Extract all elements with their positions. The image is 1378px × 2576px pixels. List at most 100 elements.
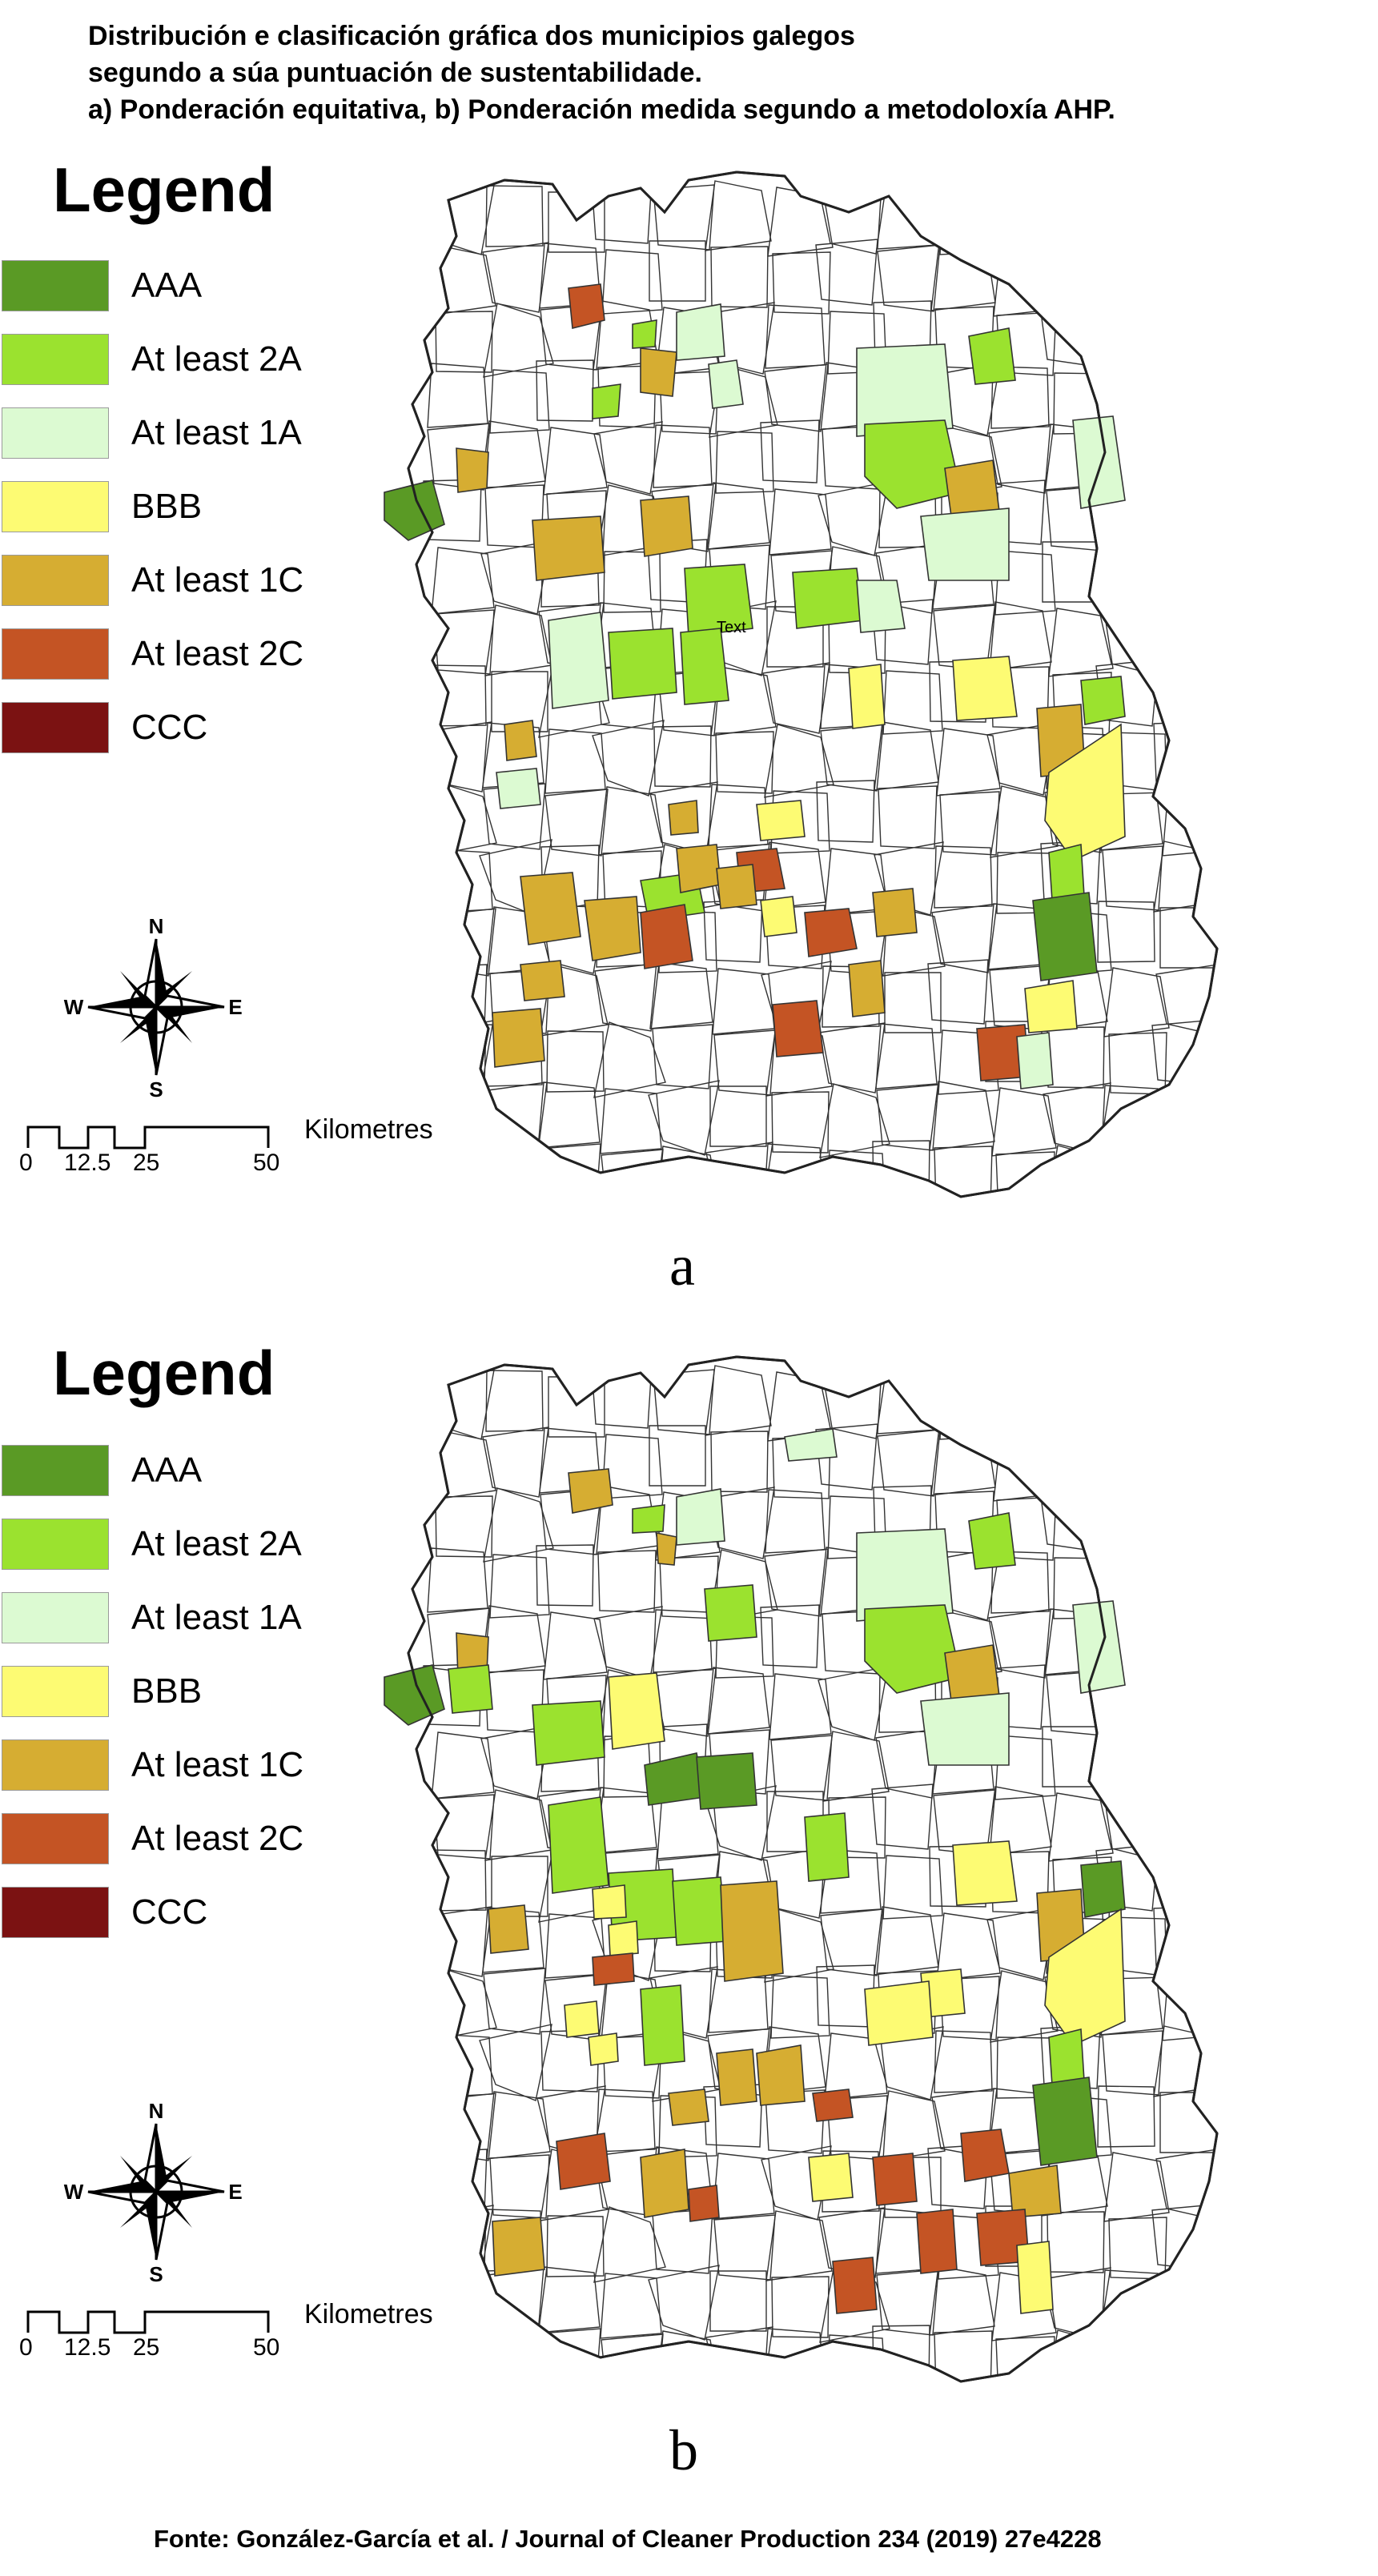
municipality-boundary bbox=[991, 1087, 1057, 1157]
municipality-boundary bbox=[1103, 547, 1162, 609]
municipality-boundary bbox=[491, 671, 548, 732]
municipality-boundary bbox=[1160, 488, 1217, 558]
classified-municipality bbox=[1016, 1032, 1054, 1089]
municipality-boundary bbox=[431, 1731, 495, 1800]
municipality-boundary bbox=[772, 251, 831, 315]
classified-municipality bbox=[456, 447, 489, 493]
compass-n: N bbox=[149, 914, 164, 938]
municipality-boundary bbox=[1165, 552, 1217, 616]
municipality-boundary bbox=[1154, 1606, 1212, 1668]
coastline bbox=[407, 1355, 1219, 2383]
municipality-boundary bbox=[537, 1081, 601, 1149]
municipality-boundary bbox=[427, 423, 491, 491]
classified-municipality bbox=[756, 800, 806, 841]
classified-municipality bbox=[592, 383, 621, 419]
municipality-boundary bbox=[1165, 1437, 1217, 1500]
municipality-boundary bbox=[603, 551, 661, 613]
municipality-boundary bbox=[1158, 605, 1217, 670]
municipality-boundary bbox=[1100, 1144, 1165, 1197]
classified-municipality bbox=[716, 2048, 757, 2106]
municipality-boundary bbox=[598, 786, 664, 856]
classified-municipality bbox=[1008, 2165, 1062, 2218]
municipality-boundary bbox=[929, 1081, 995, 1151]
classified-municipality bbox=[968, 327, 1016, 385]
municipality-boundary bbox=[929, 2265, 995, 2336]
municipality-boundary bbox=[705, 1365, 772, 1436]
classified-municipality bbox=[864, 1980, 934, 2046]
municipality-boundary bbox=[594, 962, 660, 1032]
municipality-boundary bbox=[1103, 1731, 1162, 1794]
classified-municipality bbox=[640, 2149, 689, 2218]
municipality-boundary bbox=[986, 1786, 1052, 1856]
municipality-boundary bbox=[597, 1550, 657, 1613]
legend-swatch bbox=[2, 1445, 109, 1496]
classified-municipality bbox=[856, 343, 954, 437]
municipality-boundary bbox=[990, 1551, 1050, 1614]
municipality-boundary bbox=[1100, 2329, 1165, 2381]
municipality-boundary bbox=[543, 427, 608, 496]
municipality-boundary bbox=[771, 1091, 830, 1154]
legend-item-2a: At least 2A bbox=[2, 1518, 302, 1571]
panel-letter-a: a bbox=[669, 1234, 695, 1298]
classified-municipality bbox=[772, 1000, 824, 1057]
classified-municipality bbox=[640, 904, 693, 969]
classified-municipality bbox=[804, 908, 858, 957]
classified-municipality bbox=[920, 508, 1010, 581]
municipality-boundary bbox=[715, 731, 774, 794]
municipality-boundary bbox=[1165, 1737, 1217, 1800]
classified-municipality bbox=[592, 1952, 635, 1986]
municipality-boundary bbox=[592, 720, 665, 796]
map-text-label: Text bbox=[717, 619, 746, 636]
classified-municipality bbox=[668, 2088, 709, 2126]
municipality-boundary bbox=[600, 1088, 662, 1154]
municipality-boundary bbox=[710, 246, 769, 308]
compass-w: W bbox=[64, 995, 84, 1019]
legend-item-aaa: AAA bbox=[2, 259, 202, 312]
legend-label: At least 1C bbox=[131, 1745, 304, 1784]
municipality-boundary bbox=[1097, 360, 1158, 425]
municipality-boundary bbox=[540, 964, 609, 1037]
municipality-boundary bbox=[1097, 901, 1155, 963]
classified-municipality bbox=[676, 303, 725, 361]
classified-municipality bbox=[952, 1840, 1018, 1906]
municipality-boundary bbox=[1103, 1430, 1163, 1495]
municipality-boundary bbox=[770, 1975, 830, 2039]
municipality-boundary bbox=[769, 1673, 832, 1740]
municipality-boundary bbox=[769, 488, 832, 556]
municipality-boundary bbox=[543, 1611, 608, 1680]
classified-municipality bbox=[1072, 415, 1126, 509]
municipality-boundary bbox=[649, 961, 713, 1029]
scale-tick-0: 0 bbox=[19, 2334, 33, 2361]
classified-municipality bbox=[872, 2153, 918, 2206]
classified-municipality bbox=[676, 1488, 725, 1546]
classified-municipality bbox=[832, 2257, 878, 2314]
municipality-boundary bbox=[1043, 1427, 1113, 1501]
classified-municipality bbox=[756, 2044, 806, 2106]
municipality-boundary bbox=[764, 724, 834, 798]
classified-municipality bbox=[556, 2133, 611, 2190]
legend-label: At least 2A bbox=[131, 339, 302, 379]
municipality-boundary bbox=[878, 2090, 946, 2162]
scale-tick-25: 25 bbox=[133, 2334, 160, 2361]
municipality-boundary bbox=[491, 1856, 548, 1917]
galicia-map-a: Text bbox=[384, 171, 1219, 1198]
scale-tick-12-5: 12.5 bbox=[64, 2334, 111, 2361]
municipality-boundary bbox=[765, 2089, 826, 2154]
municipality-boundary bbox=[705, 180, 772, 251]
classified-municipality bbox=[960, 2129, 1010, 2182]
classified-municipality bbox=[808, 2153, 854, 2202]
coastline bbox=[407, 171, 1219, 1198]
municipality-boundary bbox=[1048, 1792, 1114, 1862]
legend-item-1c: At least 1C bbox=[2, 554, 303, 607]
legend-swatch bbox=[2, 1887, 109, 1938]
classified-municipality bbox=[1044, 1908, 1126, 2047]
classified-municipality bbox=[916, 2209, 958, 2274]
classified-municipality bbox=[608, 628, 677, 700]
municipality-boundary bbox=[771, 2276, 830, 2338]
municipality-boundary bbox=[546, 2215, 605, 2277]
title-line-1: Distribución e clasificación gráfica dos… bbox=[88, 21, 855, 51]
title-line-2: segundo a súa puntuación de sustentabili… bbox=[88, 58, 702, 88]
classified-municipality bbox=[920, 1692, 1010, 1766]
classified-municipality bbox=[488, 1904, 529, 1954]
municipality-boundary bbox=[878, 905, 946, 977]
